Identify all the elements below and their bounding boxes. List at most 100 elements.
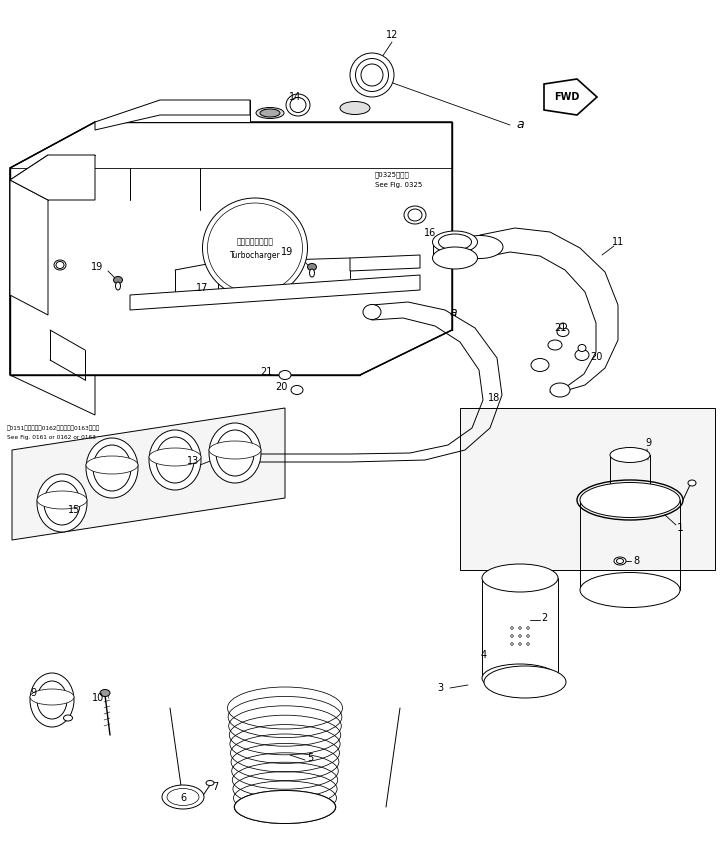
Text: 15: 15 [68, 505, 80, 515]
Ellipse shape [30, 689, 74, 705]
Ellipse shape [527, 635, 529, 637]
Ellipse shape [404, 206, 426, 224]
Polygon shape [350, 255, 420, 271]
Ellipse shape [113, 276, 123, 284]
Ellipse shape [527, 642, 529, 645]
Ellipse shape [54, 260, 66, 270]
Ellipse shape [286, 94, 310, 116]
Text: 21: 21 [260, 367, 273, 377]
Text: Turbocharger: Turbocharger [229, 251, 280, 259]
Ellipse shape [438, 234, 472, 250]
Polygon shape [544, 79, 597, 115]
Ellipse shape [559, 323, 567, 329]
Ellipse shape [290, 98, 306, 113]
Text: 10: 10 [92, 693, 104, 703]
Ellipse shape [86, 438, 138, 498]
Text: 11: 11 [612, 237, 624, 247]
Text: See Fig. 0325: See Fig. 0325 [375, 182, 423, 188]
Text: 19: 19 [281, 247, 293, 257]
Ellipse shape [518, 626, 521, 629]
Ellipse shape [30, 673, 74, 727]
Ellipse shape [203, 198, 307, 298]
Ellipse shape [482, 564, 558, 592]
Ellipse shape [100, 690, 110, 696]
Text: 13: 13 [187, 456, 199, 466]
Ellipse shape [484, 666, 566, 698]
Polygon shape [95, 100, 250, 130]
Ellipse shape [149, 430, 201, 490]
Text: 7: 7 [212, 782, 218, 792]
Ellipse shape [309, 269, 314, 277]
Polygon shape [460, 408, 715, 570]
Ellipse shape [216, 430, 254, 476]
Ellipse shape [44, 481, 80, 525]
Ellipse shape [86, 456, 138, 474]
Ellipse shape [518, 642, 521, 645]
Ellipse shape [37, 681, 67, 719]
Text: a: a [449, 306, 457, 318]
Ellipse shape [37, 474, 87, 532]
Text: 第0325図参照: 第0325図参照 [375, 172, 410, 179]
Polygon shape [12, 408, 285, 540]
Text: 9: 9 [30, 688, 36, 698]
Ellipse shape [149, 448, 201, 466]
Text: 16: 16 [424, 228, 436, 238]
Ellipse shape [350, 53, 394, 97]
Text: 3: 3 [437, 683, 443, 693]
Ellipse shape [209, 441, 261, 459]
Ellipse shape [580, 573, 680, 607]
Text: FWD: FWD [554, 92, 580, 102]
Ellipse shape [482, 664, 558, 692]
Ellipse shape [156, 437, 194, 483]
Text: 第0151図または第0162図または第0163図参照: 第0151図または第0162図または第0163図参照 [7, 425, 100, 431]
Ellipse shape [209, 423, 261, 483]
Text: 1: 1 [676, 523, 684, 533]
Ellipse shape [115, 282, 120, 290]
Ellipse shape [211, 450, 229, 466]
Ellipse shape [550, 383, 570, 397]
Ellipse shape [548, 340, 562, 350]
Ellipse shape [340, 102, 370, 115]
Ellipse shape [457, 236, 503, 258]
Ellipse shape [433, 247, 477, 269]
Polygon shape [10, 170, 95, 415]
Ellipse shape [614, 557, 626, 565]
Text: 4: 4 [481, 650, 487, 660]
Text: 5: 5 [307, 753, 313, 763]
Ellipse shape [56, 262, 64, 269]
Ellipse shape [610, 447, 650, 462]
Text: 9: 9 [645, 438, 651, 448]
Ellipse shape [63, 715, 73, 721]
Polygon shape [10, 122, 452, 375]
Ellipse shape [578, 344, 586, 351]
Ellipse shape [688, 480, 696, 486]
Ellipse shape [510, 642, 513, 645]
Polygon shape [95, 100, 250, 122]
Ellipse shape [206, 781, 214, 786]
Ellipse shape [510, 635, 513, 637]
Ellipse shape [580, 482, 680, 518]
Ellipse shape [167, 788, 199, 806]
Polygon shape [95, 125, 450, 210]
Ellipse shape [575, 349, 589, 360]
Text: 19: 19 [91, 262, 103, 272]
Ellipse shape [363, 305, 381, 319]
Ellipse shape [256, 108, 284, 119]
Text: a: a [516, 119, 524, 131]
Ellipse shape [291, 386, 303, 395]
Ellipse shape [361, 64, 383, 86]
Text: 2: 2 [541, 613, 547, 623]
Ellipse shape [260, 109, 280, 117]
Ellipse shape [616, 558, 624, 563]
Text: 21: 21 [554, 323, 567, 333]
Text: 14: 14 [289, 92, 301, 102]
Ellipse shape [93, 445, 131, 491]
Text: 17: 17 [196, 283, 208, 293]
Text: 20: 20 [275, 382, 288, 392]
Polygon shape [10, 155, 95, 200]
Ellipse shape [279, 370, 291, 380]
Polygon shape [10, 125, 450, 210]
Polygon shape [130, 275, 420, 310]
Ellipse shape [162, 785, 204, 809]
Ellipse shape [557, 328, 569, 337]
